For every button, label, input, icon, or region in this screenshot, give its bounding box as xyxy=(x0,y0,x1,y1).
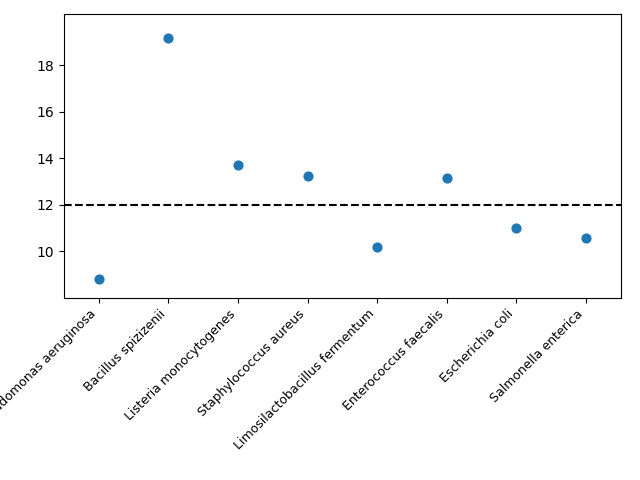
Point xyxy=(581,235,591,242)
Point xyxy=(511,224,522,232)
Point xyxy=(93,275,104,283)
Point xyxy=(233,161,243,169)
Point xyxy=(372,243,382,251)
Point xyxy=(303,172,313,180)
Point xyxy=(163,34,173,41)
Point xyxy=(442,174,452,182)
